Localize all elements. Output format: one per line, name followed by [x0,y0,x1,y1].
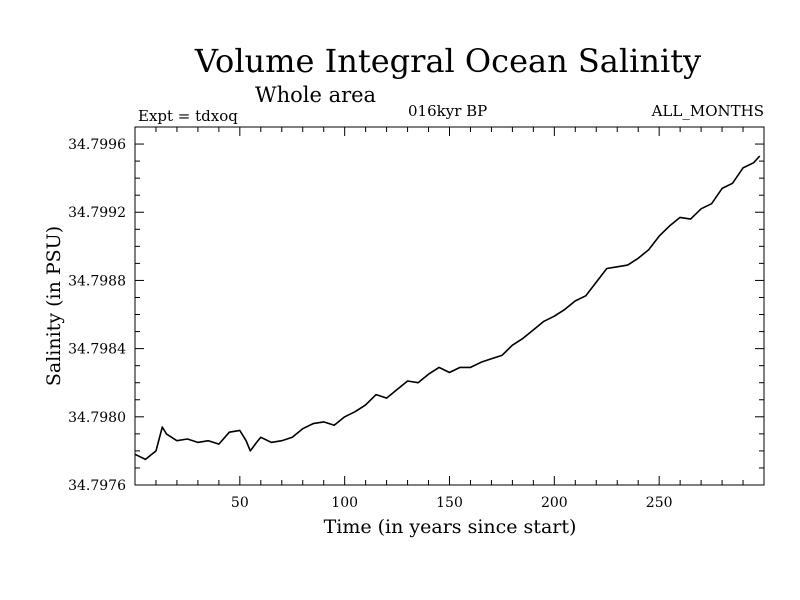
period-label: 016kyr BP [408,102,488,120]
chart-title: Volume Integral Ocean Salinity [194,42,702,80]
x-tick-label: 150 [436,495,463,511]
y-tick-label: 34.7984 [68,342,126,358]
y-tick-label: 34.7980 [68,410,126,426]
x-tick-label: 100 [331,495,358,511]
axis-tick-labels: 50 100 150 200 250 34.7976 34.7980 34.7984 34.79… [68,137,672,511]
x-tick-label: 200 [541,495,568,511]
chart-subtitle: Whole area [255,83,377,107]
y-axis-label: Salinity (in PSU) [43,226,65,386]
y-tick-label: 34.7976 [68,478,126,494]
axis-ticks [135,127,764,485]
y-tick-label: 34.7992 [68,205,126,221]
x-tick-label: 50 [231,495,249,511]
plot-frame [134,126,765,486]
experiment-label: Expt = tdxoq [138,107,238,125]
y-tick-label: 34.7988 [68,273,126,289]
months-label: ALL_MONTHS [651,102,764,120]
x-tick-label: 250 [646,495,673,511]
salinity-series-line [134,155,761,461]
y-tick-label: 34.7996 [68,137,126,153]
series-layer [134,155,761,461]
x-axis-label: Time (in years since start) [324,516,577,538]
